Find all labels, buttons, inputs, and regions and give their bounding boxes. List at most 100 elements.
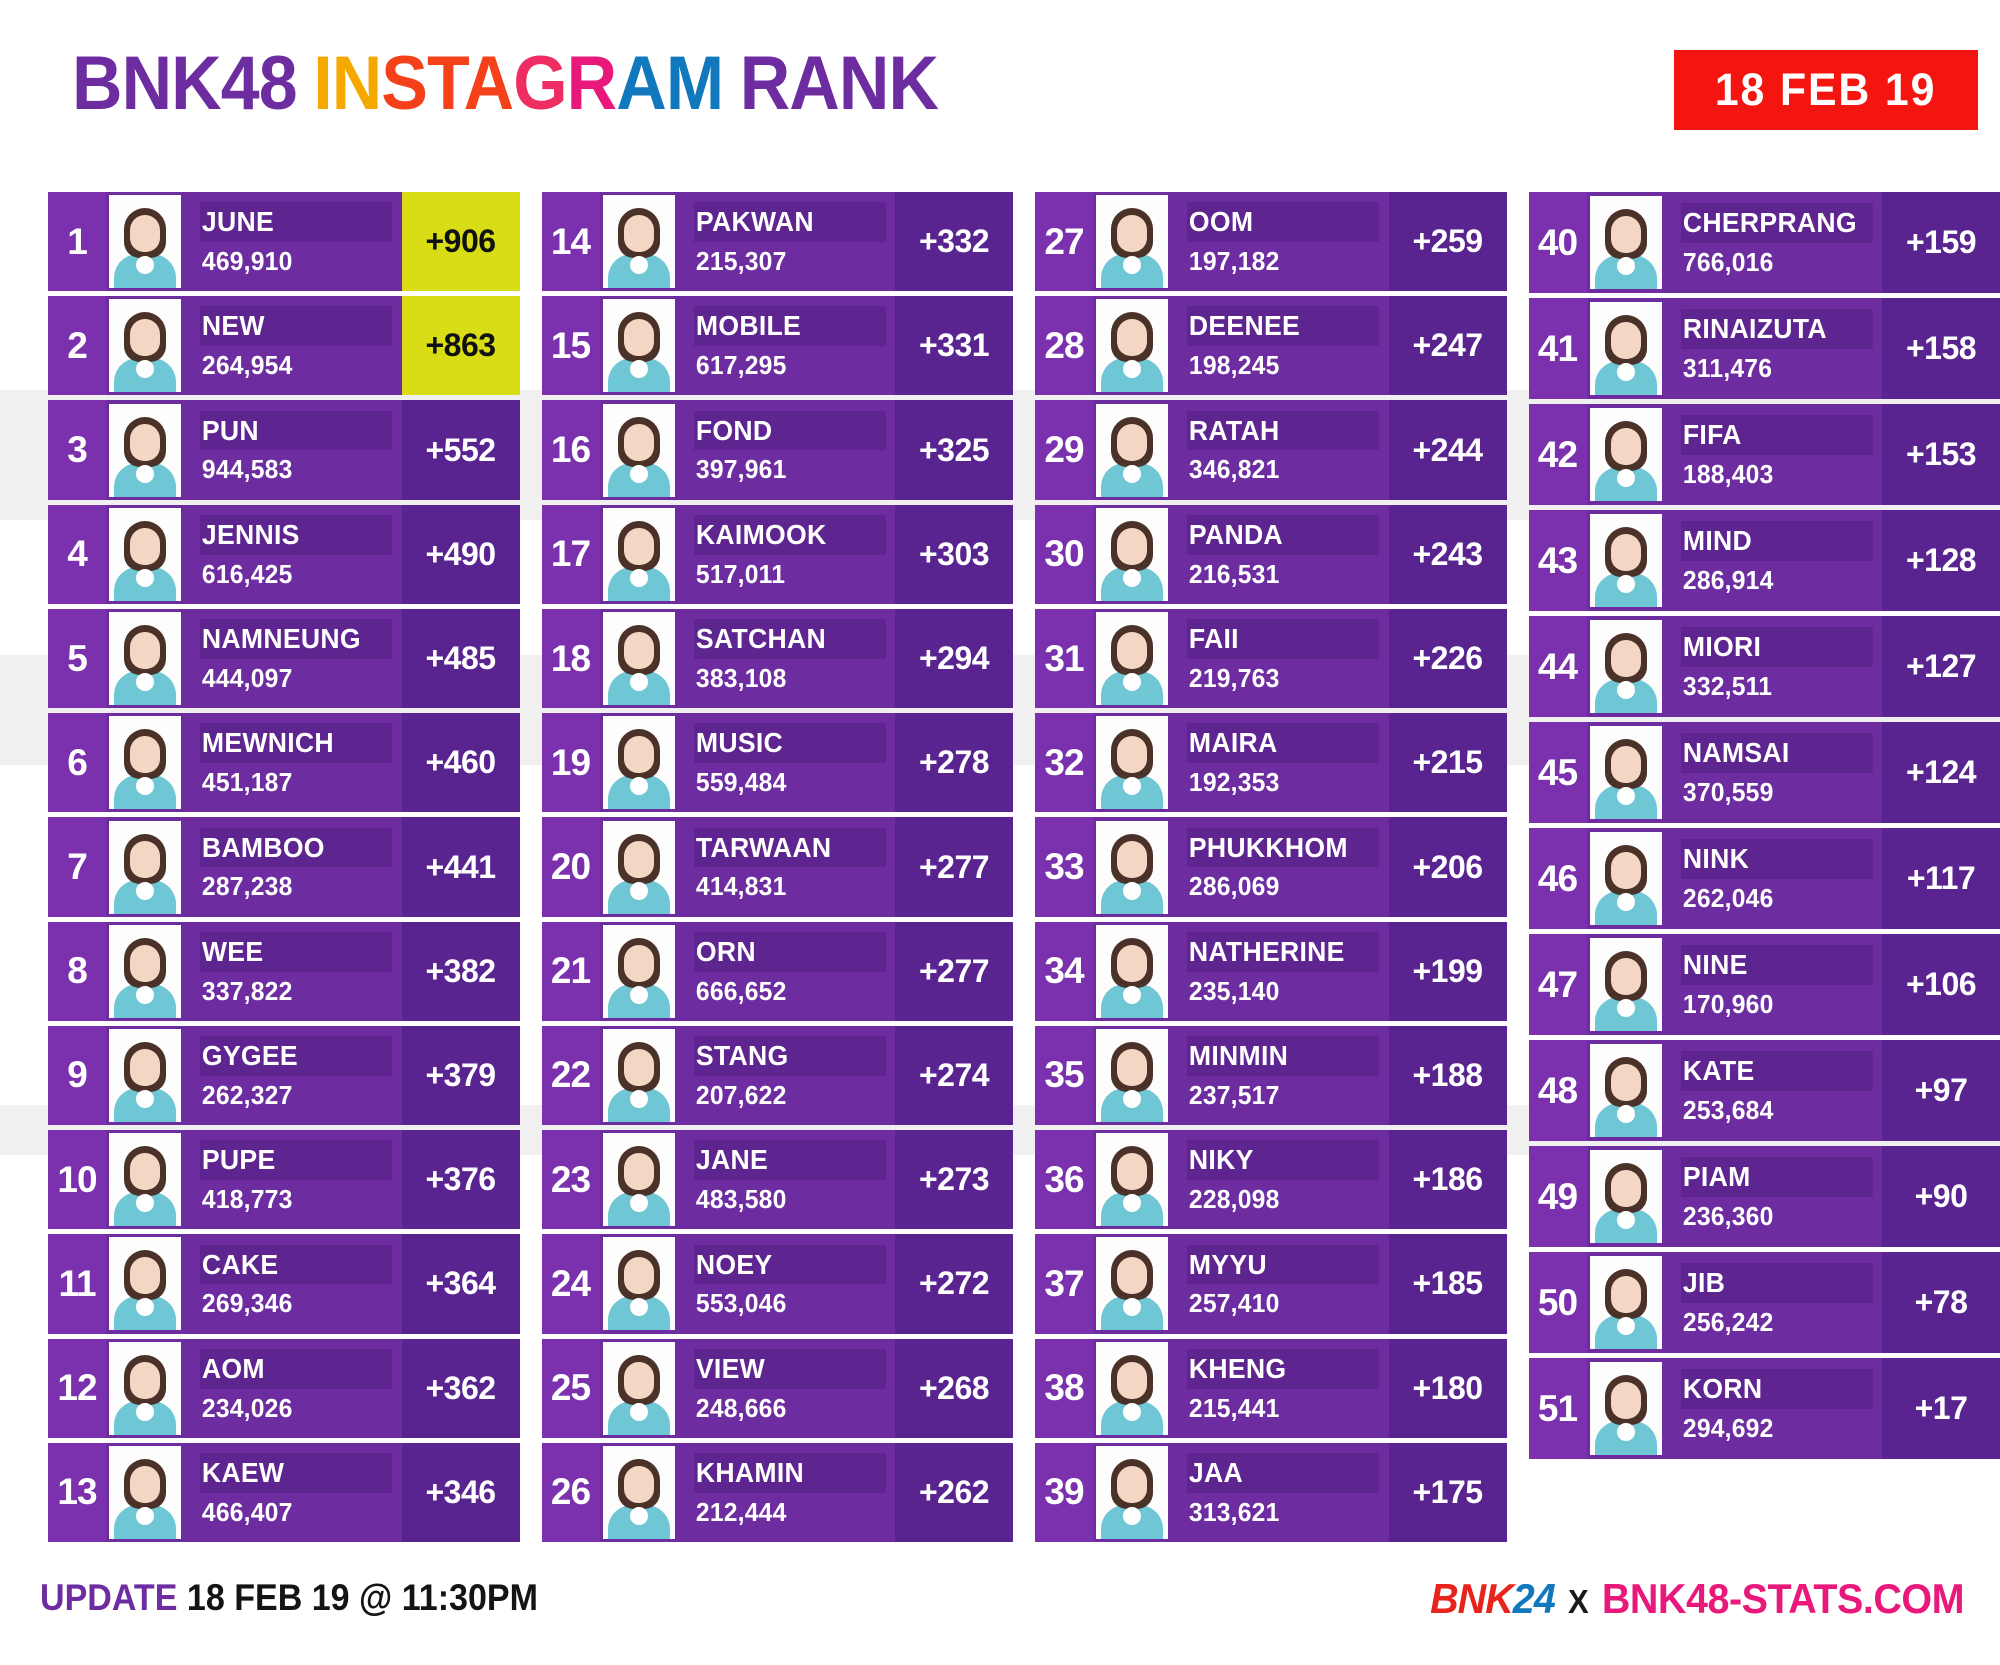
rank-number: 25	[541, 1338, 600, 1438]
rank-row[interactable]: 48 KATE 253,684 +97	[1528, 1040, 2000, 1141]
brand-site-link[interactable]: BNK48-STATS.COM	[1601, 1575, 1965, 1622]
rank-row[interactable]: 40 CHERPRANG 766,016 +159	[1528, 192, 2000, 293]
rank-row[interactable]: 4 JENNIS 616,425 +490	[48, 504, 520, 604]
follower-change: +106	[1882, 934, 2000, 1035]
follower-change: +331	[895, 296, 1013, 396]
member-info: NEW 264,954	[184, 296, 402, 396]
member-avatar	[1096, 716, 1168, 810]
member-name: JAA	[1187, 1453, 1379, 1493]
rank-number: 3	[48, 400, 106, 500]
follower-count: 269,346	[201, 1288, 293, 1319]
rank-row[interactable]: 9 GYGEE 262,327 +379	[48, 1025, 520, 1126]
follower-change: +17	[1882, 1358, 2000, 1459]
member-name: NOEY	[693, 1244, 885, 1285]
rank-row[interactable]: 39 JAA 313,621 +175	[1035, 1442, 1507, 1543]
rank-row[interactable]: 37 MYYU 257,410 +185	[1035, 1234, 1507, 1334]
rank-number: 11	[48, 1234, 106, 1334]
follower-change: +272	[895, 1234, 1013, 1334]
member-info: DEENEE 198,245	[1171, 296, 1389, 396]
rank-row[interactable]: 50 JIB 256,242 +78	[1528, 1252, 2000, 1353]
rank-row[interactable]: 12 AOM 234,026 +362	[48, 1338, 520, 1438]
rank-row[interactable]: 7 BAMBOO 287,238 +441	[48, 817, 520, 917]
rank-row[interactable]: 47 NINE 170,960 +106	[1528, 934, 2000, 1035]
member-photo-cell	[106, 921, 184, 1021]
follower-change: +382	[401, 921, 520, 1021]
rank-row[interactable]: 20 TARWAAN 414,831 +277	[541, 817, 1013, 917]
rank-row[interactable]: 10 PUPE 418,773 +376	[48, 1130, 520, 1230]
rank-row[interactable]: 1 JUNE 469,910 +906	[48, 192, 520, 292]
rank-row[interactable]: 46 NINK 262,046 +117	[1528, 828, 2000, 929]
member-photo-cell	[106, 296, 184, 396]
rank-row[interactable]: 6 MEWNICH 451,187 +460	[48, 713, 520, 813]
member-avatar	[1589, 1150, 1662, 1243]
member-info: STANG 207,622	[677, 1025, 895, 1126]
rank-row[interactable]: 36 NIKY 228,098 +186	[1035, 1130, 1507, 1230]
rank-row[interactable]: 32 MAIRA 192,353 +215	[1035, 713, 1507, 813]
follower-count: 262,046	[1682, 882, 1774, 913]
member-avatar	[602, 1445, 675, 1539]
rank-row[interactable]: 14 PAKWAN 215,307 +332	[541, 192, 1013, 292]
member-name: MAIRA	[1187, 723, 1379, 764]
rank-row[interactable]: 45 NAMSAI 370,559 +124	[1528, 722, 2000, 823]
rank-row[interactable]: 29 RATAH 346,821 +244	[1035, 400, 1507, 500]
rank-row[interactable]: 16 FOND 397,961 +325	[541, 400, 1013, 500]
rank-row[interactable]: 43 MIND 286,914 +128	[1528, 510, 2000, 611]
member-name: WEE	[200, 931, 392, 972]
member-photo-cell	[599, 921, 678, 1021]
rank-row[interactable]: 51 KORN 294,692 +17	[1528, 1358, 2000, 1459]
rank-row[interactable]: 3 PUN 944,583 +552	[48, 400, 520, 500]
rank-row[interactable]: 25 VIEW 248,666 +268	[541, 1338, 1013, 1438]
rank-row[interactable]: 23 JANE 483,580 +273	[541, 1130, 1013, 1230]
rank-row[interactable]: 26 KHAMIN 212,444 +262	[541, 1442, 1013, 1543]
rank-row[interactable]: 44 MIORI 332,511 +127	[1528, 616, 2000, 717]
rank-row[interactable]: 31 FAII 219,763 +226	[1035, 608, 1507, 709]
rank-row[interactable]: 22 STANG 207,622 +274	[541, 1025, 1013, 1126]
rank-row[interactable]: 19 MUSIC 559,484 +278	[541, 713, 1013, 813]
rank-row[interactable]: 41 RINAIZUTA 311,476 +158	[1528, 298, 2000, 399]
rank-row[interactable]: 21 ORN 666,652 +277	[541, 921, 1013, 1021]
rank-number: 24	[541, 1234, 600, 1334]
member-avatar	[109, 1028, 181, 1122]
rank-number: 27	[1035, 192, 1093, 292]
follower-count: 228,098	[1188, 1184, 1280, 1215]
member-photo-cell	[599, 817, 678, 917]
member-avatar	[109, 1445, 181, 1539]
member-info: PIAM 236,360	[1664, 1146, 1882, 1247]
follower-change: +153	[1882, 404, 2000, 505]
rank-row[interactable]: 8 WEE 337,822 +382	[48, 921, 520, 1021]
rank-row[interactable]: 11 CAKE 269,346 +364	[48, 1234, 520, 1334]
member-name: FIFA	[1680, 415, 1872, 455]
rank-row[interactable]: 33 PHUKKHOM 286,069 +206	[1035, 817, 1507, 917]
rank-row[interactable]: 38 KHENG 215,441 +180	[1035, 1338, 1507, 1438]
follower-count: 248,666	[695, 1392, 787, 1423]
rank-number: 4	[48, 504, 106, 604]
rank-row[interactable]: 42 FIFA 188,403 +153	[1528, 404, 2000, 505]
member-name: NIKY	[1187, 1140, 1379, 1181]
rank-row[interactable]: 5 NAMNEUNG 444,097 +485	[48, 608, 520, 709]
rank-number: 22	[541, 1025, 600, 1126]
ranking-column-2: 14 PAKWAN 215,307 +332 15 MOBILE 617,295 +331 16…	[541, 192, 1013, 1547]
member-photo-cell	[1586, 828, 1665, 929]
rank-row[interactable]: 2 NEW 264,954 +863	[48, 296, 520, 396]
rank-row[interactable]: 28 DEENEE 198,245 +247	[1035, 296, 1507, 396]
rank-row[interactable]: 15 MOBILE 617,295 +331	[541, 296, 1013, 396]
member-info: JAA 313,621	[1171, 1442, 1389, 1543]
member-name: MUSIC	[693, 723, 885, 764]
rank-row[interactable]: 13 KAEW 466,407 +346	[48, 1442, 520, 1543]
rank-row[interactable]: 18 SATCHAN 383,108 +294	[541, 608, 1013, 709]
member-avatar	[602, 403, 675, 497]
rank-row[interactable]: 24 NOEY 553,046 +272	[541, 1234, 1013, 1334]
member-photo-cell	[599, 192, 678, 292]
rank-row[interactable]: 30 PANDA 216,531 +243	[1035, 504, 1507, 604]
rank-row[interactable]: 49 PIAM 236,360 +90	[1528, 1146, 2000, 1247]
follower-count: 215,307	[695, 245, 787, 276]
rank-row[interactable]: 34 NATHERINE 235,140 +199	[1035, 921, 1507, 1021]
rank-row[interactable]: 35 MINMIN 237,517 +188	[1035, 1025, 1507, 1126]
member-avatar	[602, 820, 675, 914]
member-info: NIKY 228,098	[1171, 1130, 1389, 1230]
follower-change: +278	[895, 713, 1013, 813]
member-photo-cell	[1586, 1146, 1665, 1247]
rank-row[interactable]: 17 KAIMOOK 517,011 +303	[541, 504, 1013, 604]
member-info: MINMIN 237,517	[1171, 1025, 1389, 1126]
rank-row[interactable]: 27 OOM 197,182 +259	[1035, 192, 1507, 292]
